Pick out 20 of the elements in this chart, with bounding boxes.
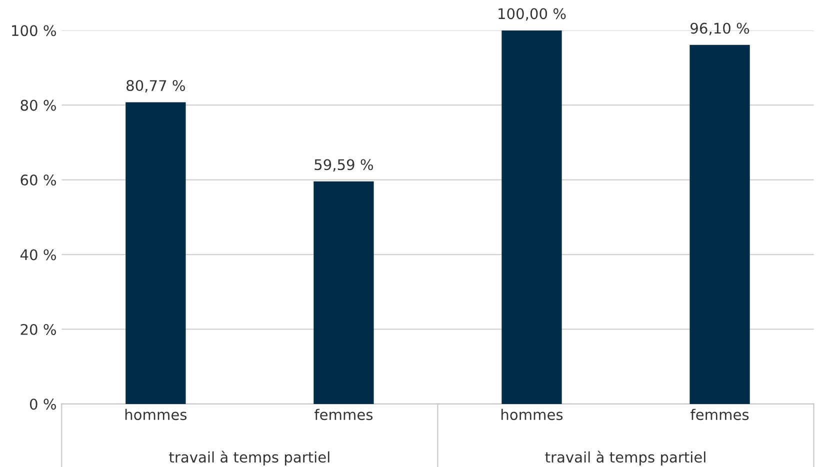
text: travail à temps partiel [545,450,706,466]
data-label: 96,10 % [690,22,750,36]
x-tick-label: femmes [690,408,749,420]
x-tick-label: hommes [501,408,563,420]
y-tick-label: 0 % [30,398,56,410]
bar [314,181,374,404]
y-tick-label: 100 % [12,25,56,36]
y-tick-label: 40 % [20,249,56,260]
data-label: 100,00 % [498,8,566,21]
text: travail à temps partiel [169,450,330,466]
x-tick-label: hommes [125,408,187,420]
data-label: 59,59 % [314,159,374,172]
y-tick-label: 80 % [20,100,56,111]
x-tick-label: femmes [314,408,373,420]
bar [502,30,562,404]
bar [126,102,186,404]
y-tick-label: 60 % [20,174,56,186]
data-label: 80,77 % [126,80,185,93]
bar [690,44,750,404]
y-tick-label: 20 % [20,324,56,335]
